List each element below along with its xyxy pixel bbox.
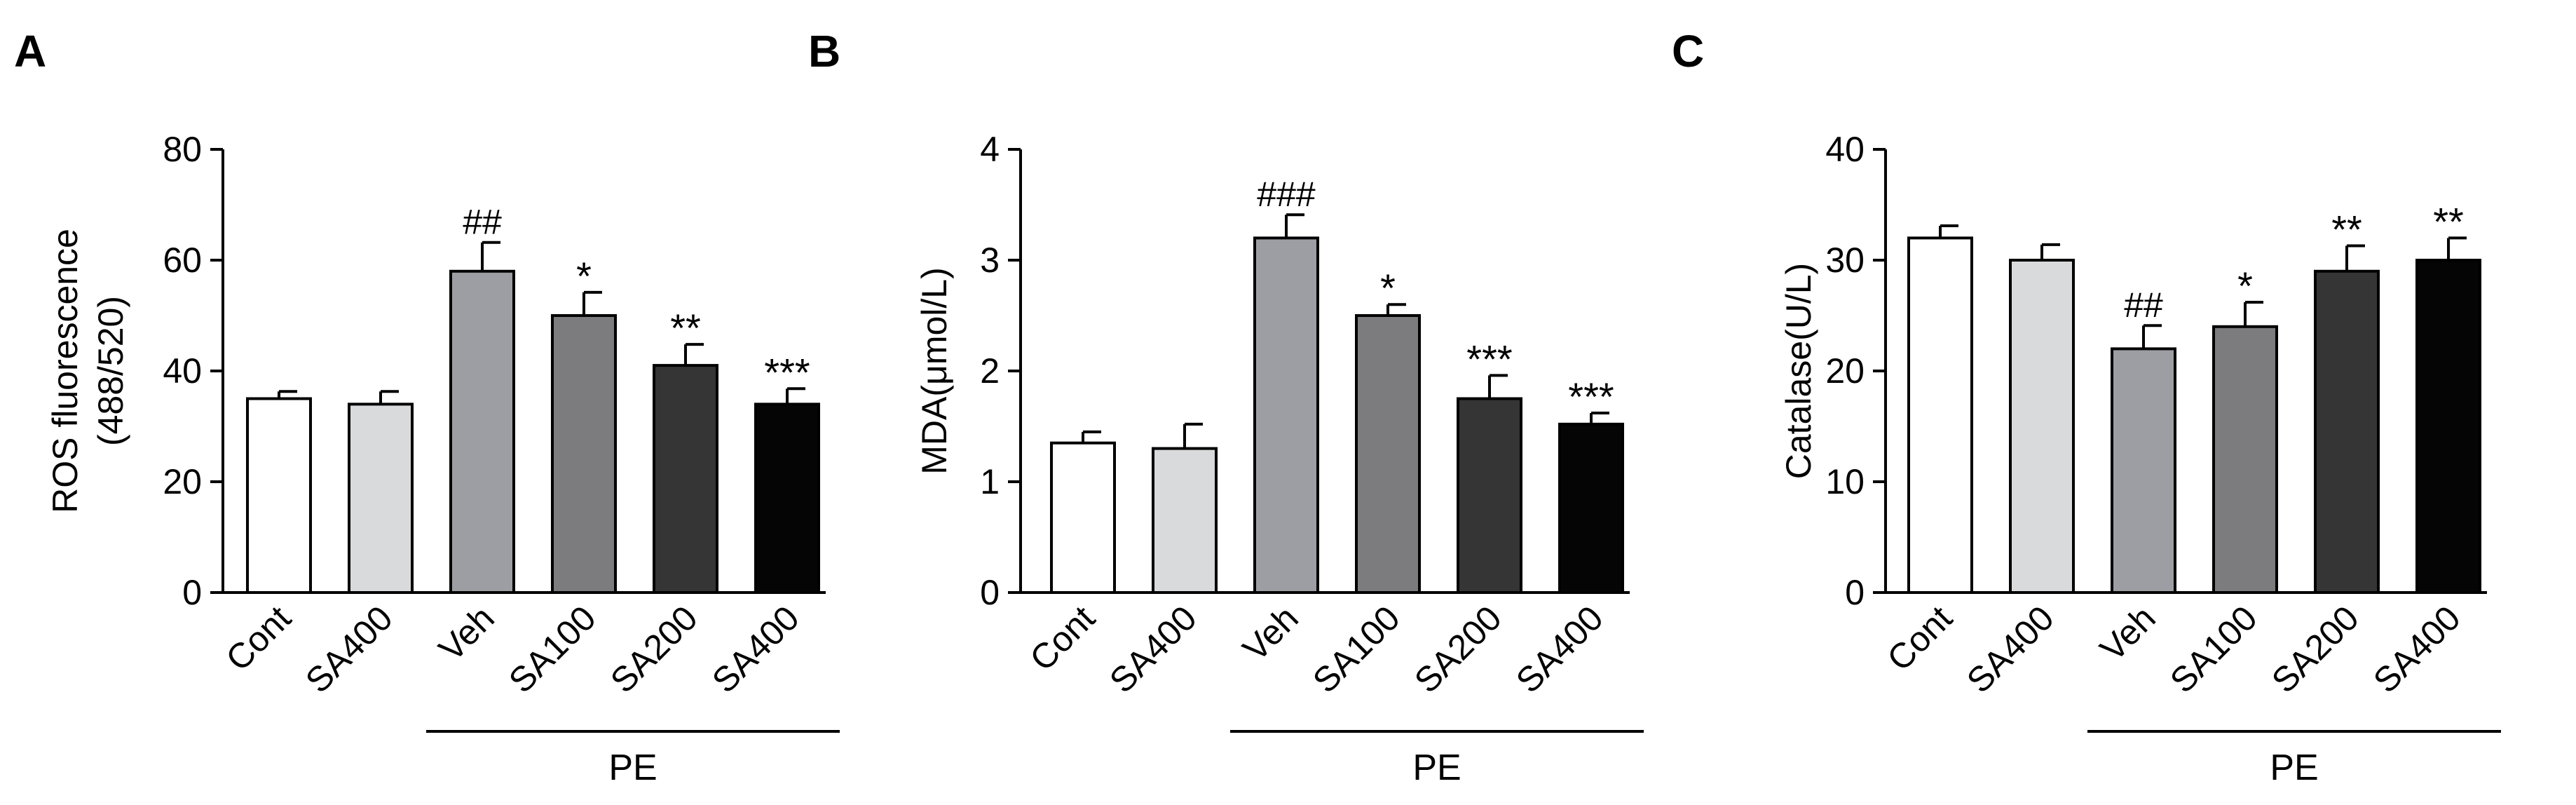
- y-tick-label: 0: [1845, 573, 1865, 612]
- y-tick-label: 30: [1825, 241, 1865, 280]
- y-tick-label: 0: [980, 573, 1000, 612]
- bar-cont: [1907, 236, 1973, 594]
- bar-sa400: [2415, 259, 2481, 594]
- significance-marker: *: [576, 254, 592, 298]
- category-label: SA400: [1102, 598, 1204, 701]
- bar-sa400: [1152, 447, 1218, 594]
- y-tick-label: 4: [980, 130, 1000, 169]
- significance-marker: ###: [1257, 175, 1316, 214]
- category-label: SA200: [2264, 598, 2366, 701]
- category-label: Cont: [1022, 598, 1102, 678]
- category-label: SA400: [1508, 598, 1611, 701]
- y-axis-label: MDA(μmol/L): [915, 267, 954, 474]
- category-label: Veh: [1235, 598, 1306, 669]
- category-label: Cont: [1879, 598, 1959, 678]
- panel-label: B: [808, 26, 840, 76]
- bar-sa200: [653, 364, 718, 594]
- bar-sa400: [2009, 259, 2075, 594]
- significance-marker: **: [2331, 207, 2362, 251]
- panel-label: A: [14, 26, 46, 76]
- significance-marker: ##: [463, 203, 502, 242]
- y-tick-label: 20: [1825, 351, 1865, 391]
- significance-marker: ***: [764, 350, 810, 394]
- category-label: SA400: [1959, 598, 2062, 701]
- significance-marker: ***: [1466, 337, 1512, 381]
- bar-cont: [1050, 441, 1116, 595]
- y-axis-label: Catalase(U/L): [1779, 263, 1818, 479]
- y-tick-label: 60: [163, 241, 202, 280]
- y-tick-label: 20: [163, 462, 202, 501]
- category-label: SA100: [1305, 598, 1408, 701]
- y-tick-label: 0: [182, 573, 202, 612]
- category-label: SA400: [2366, 598, 2468, 701]
- significance-marker: **: [670, 306, 701, 350]
- category-label: SA400: [704, 598, 807, 701]
- significance-marker: *: [1380, 266, 1396, 310]
- category-label: SA100: [501, 598, 604, 701]
- bar-sa400: [754, 402, 820, 595]
- category-label: SA200: [603, 598, 705, 701]
- bar-sa100: [2212, 325, 2278, 594]
- y-axis-label: ROS fluorescence: [46, 229, 85, 513]
- panel-label: C: [1672, 26, 1704, 76]
- category-label: SA100: [2162, 598, 2265, 701]
- category-label: Cont: [218, 598, 298, 678]
- category-label: SA400: [298, 598, 400, 701]
- bar-sa100: [1355, 314, 1421, 594]
- category-label: Veh: [431, 598, 502, 669]
- group-label: PE: [608, 748, 657, 788]
- significance-marker: ***: [1568, 374, 1614, 419]
- group-label: PE: [1412, 748, 1461, 788]
- y-tick-label: 40: [163, 351, 202, 391]
- y-tick-label: 1: [980, 462, 1000, 501]
- y-axis-label: (488/520): [91, 296, 130, 446]
- significance-marker: **: [2433, 199, 2464, 243]
- category-label: SA200: [1407, 598, 1509, 701]
- bar-sa100: [551, 314, 617, 594]
- bar-sa200: [1457, 397, 1522, 594]
- bar-sa200: [2314, 269, 2380, 594]
- bar-sa400: [1558, 422, 1624, 595]
- significance-marker: *: [2237, 264, 2253, 308]
- y-tick-label: 2: [980, 351, 1000, 391]
- bar-veh: [449, 269, 515, 594]
- y-tick-label: 10: [1825, 462, 1865, 501]
- bar-sa400: [348, 402, 414, 595]
- category-label: Veh: [2092, 598, 2163, 669]
- bar-cont: [246, 397, 312, 594]
- bar-veh: [2111, 347, 2176, 594]
- bar-veh: [1253, 236, 1319, 594]
- group-label: PE: [2270, 748, 2318, 788]
- y-tick-label: 40: [1825, 130, 1865, 169]
- significance-marker: ##: [2124, 285, 2163, 325]
- y-tick-label: 80: [163, 130, 202, 169]
- y-tick-label: 3: [980, 241, 1000, 280]
